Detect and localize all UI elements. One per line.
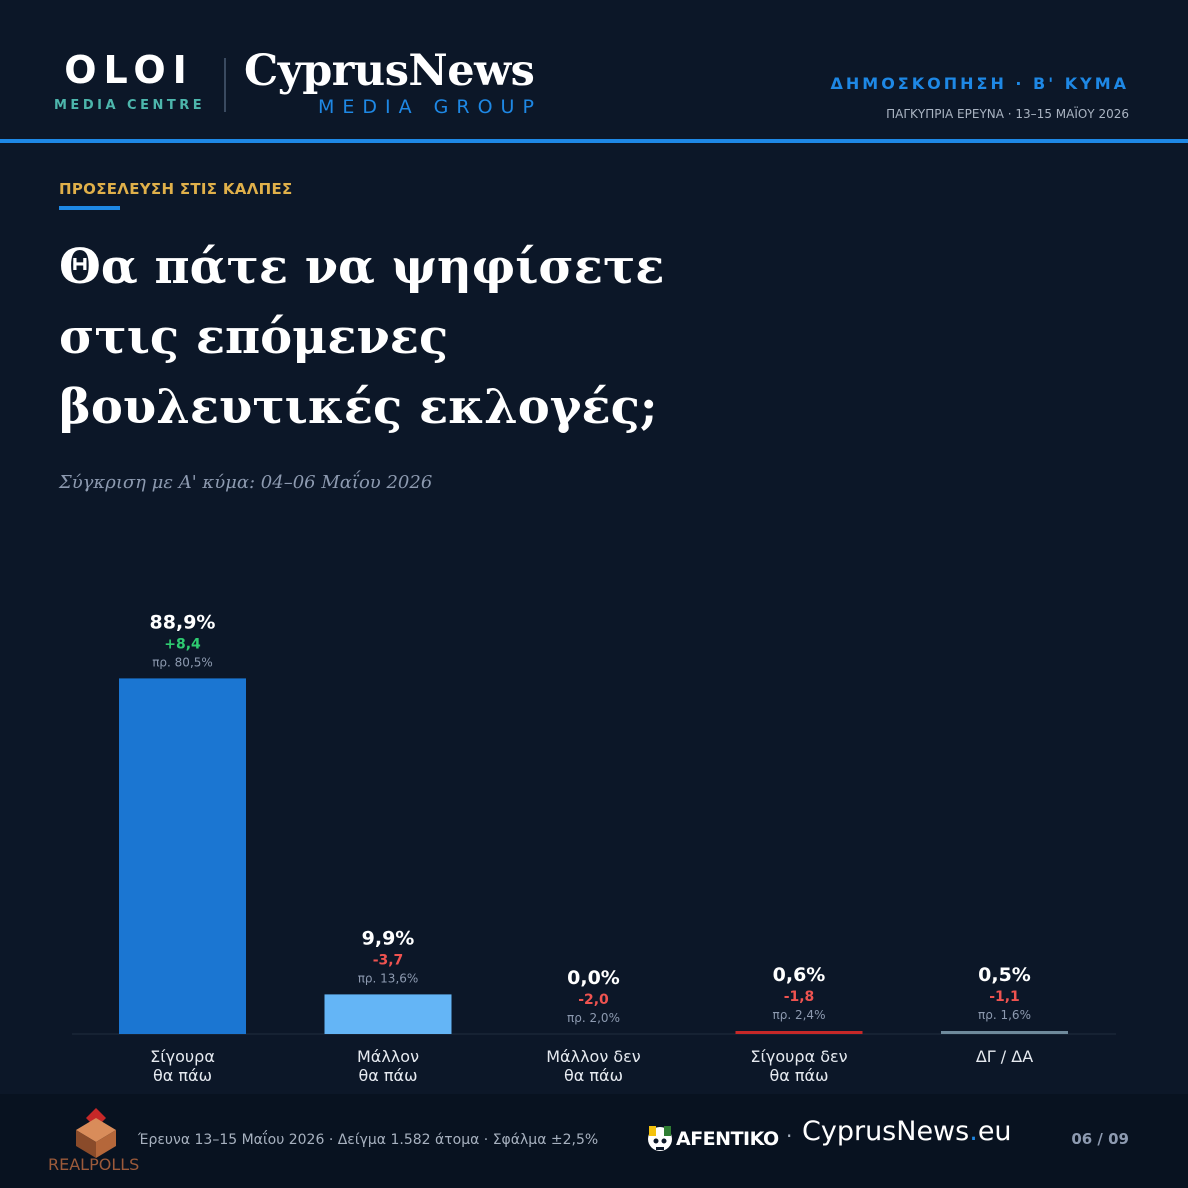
category-label-3-line-1: Μάλλον δεν — [546, 1047, 641, 1066]
bar-value-label-4: 0,6% — [773, 964, 826, 986]
survey-header-info: ΔΗΜΟΣΚΟΠΗΣΗ · Β' ΚΥΜΑ ΠΑΓΚΥΠΡΙΑ ΕΡΕΥΝΑ ·… — [831, 74, 1130, 121]
cyprusnews-logo-wordmark: CyprusNews — [244, 46, 535, 96]
bar-change-label-5: -1,1 — [989, 989, 1020, 1005]
section-underline — [59, 206, 120, 210]
header: OLOI MEDIA CENTRE CyprusNews MEDIA GROUP… — [0, 0, 1188, 140]
survey-details: Έρευνα 13–15 Μαΐου 2026 · Δείγμα 1.582 ά… — [138, 1132, 599, 1148]
bar-change-label-3: -2,0 — [578, 992, 609, 1008]
survey-kicker: ΔΗΜΟΣΚΟΠΗΣΗ · Β' ΚΥΜΑ — [830, 74, 1129, 93]
afentiko-mascot-icon — [648, 1126, 672, 1151]
oloi-logo[interactable]: OLOI MEDIA CENTRE — [54, 48, 204, 113]
bar-4[interactable] — [735, 1031, 863, 1034]
cyprusnews-site-link[interactable]: CyprusNews.eu — [802, 1116, 1012, 1147]
cyprusnews-logo[interactable]: CyprusNews MEDIA GROUP — [244, 46, 544, 118]
page-number: 06 / 09 — [1071, 1130, 1129, 1148]
category-label-2-line-2: θα πάω — [359, 1066, 418, 1085]
page-subtitle: Σύγκριση με Α' κύμα: 04–06 Μαΐου 2026 — [59, 472, 433, 493]
turnout-bar-chart: 88,9% +8,4 πρ. 80,5% Σίγουρα θα πάω 9,9% -3,7 π… — [0, 560, 1188, 1094]
site-tld: eu — [977, 1116, 1012, 1147]
title-line-2: στις επόμενες — [59, 309, 449, 365]
category-label-3-line-2: θα πάω — [564, 1066, 623, 1085]
realpolls-cube-icon: REALPOLLS — [48, 1108, 139, 1174]
category-label-1-line-2: θα πάω — [153, 1066, 212, 1085]
bar-5[interactable] — [941, 1031, 1068, 1034]
bar-2[interactable] — [324, 994, 452, 1034]
category-label-5-line-1: ΔΓ / ΔΑ — [976, 1047, 1033, 1066]
bar-value-label-3: 0,0% — [567, 967, 620, 989]
oloi-logo-tagline: MEDIA CENTRE — [54, 98, 206, 113]
bar-value-label-1: 88,9% — [150, 611, 216, 633]
bar-previous-label-5: πρ. 1,6% — [978, 1008, 1031, 1022]
footer-separator: · — [786, 1124, 793, 1148]
category-label-4-line-1: Σίγουρα δεν — [750, 1047, 847, 1066]
site-name: CyprusNews — [802, 1116, 970, 1147]
bar-previous-label-1: πρ. 80,5% — [152, 655, 213, 669]
bar-change-label-1: +8,4 — [164, 636, 201, 652]
oloi-logo-wordmark: OLOI — [64, 48, 194, 92]
cyprusnews-logo-tagline: MEDIA GROUP — [318, 96, 542, 118]
afentiko-logo[interactable]: AFENTIKO — [646, 1120, 779, 1160]
footer: REALPOLLS Έρευνα 13–15 Μαΐου 2026 · Δείγ… — [0, 1094, 1188, 1188]
realpolls-logo[interactable]: REALPOLLS — [46, 1106, 150, 1176]
section-label: ΠΡΟΣΕΛΕΥΣΗ ΣΤΙΣ ΚΑΛΠΕΣ — [59, 180, 293, 198]
bar-value-label-5: 0,5% — [978, 964, 1031, 986]
category-label-4-line-2: θα πάω — [770, 1066, 829, 1085]
title-line-3: βουλευτικές εκλογές; — [59, 379, 658, 435]
site-dot: . — [969, 1116, 978, 1147]
logo-divider — [224, 58, 226, 112]
bar-previous-label-4: πρ. 2,4% — [773, 1008, 826, 1022]
realpolls-wordmark: REALPOLLS — [48, 1155, 139, 1174]
bar-change-label-4: -1,8 — [784, 989, 815, 1005]
survey-sub: ΠΑΓΚΥΠΡΙΑ ΕΡΕΥΝΑ · 13–15 ΜΑΪΟΥ 2026 — [886, 107, 1129, 121]
bar-value-label-2: 9,9% — [362, 927, 415, 949]
header-accent-line — [0, 139, 1188, 143]
bar-previous-label-2: πρ. 13,6% — [358, 971, 419, 985]
afentiko-wordmark: AFENTIKO — [676, 1128, 779, 1150]
bar-change-label-2: -3,7 — [373, 952, 404, 968]
title-line-1: Θα πάτε να ψηφίσετε — [59, 239, 665, 295]
category-label-1-line-1: Σίγουρα — [150, 1047, 215, 1066]
category-label-2-line-1: Μάλλον — [357, 1047, 419, 1066]
page-title: Θα πάτε να ψηφίσετε στις επόμενες βουλευ… — [59, 232, 699, 442]
bar-1[interactable] — [119, 678, 246, 1034]
bar-previous-label-3: πρ. 2,0% — [567, 1011, 620, 1025]
